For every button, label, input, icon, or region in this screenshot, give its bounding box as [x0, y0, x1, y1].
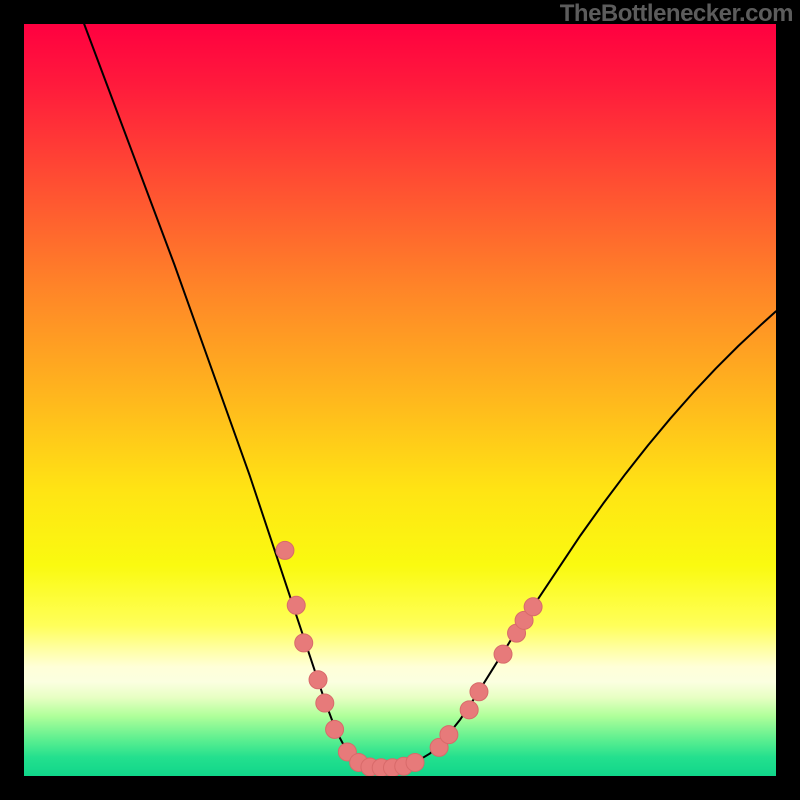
marker-point: [524, 598, 542, 616]
marker-point: [276, 541, 294, 559]
marker-point: [316, 694, 334, 712]
chart-border-bottom: [0, 776, 800, 800]
marker-point: [470, 683, 488, 701]
marker-point: [309, 671, 327, 689]
marker-point: [295, 634, 313, 652]
marker-point: [494, 645, 512, 663]
chart-background: [24, 24, 776, 776]
chart-border-right: [776, 0, 800, 800]
watermark-text: TheBottlenecker.com: [560, 0, 793, 28]
chart-border-left: [0, 0, 24, 800]
marker-point: [440, 726, 458, 744]
marker-point: [326, 720, 344, 738]
marker-point: [460, 701, 478, 719]
marker-point: [406, 753, 424, 771]
bottleneck-chart: [0, 0, 800, 800]
marker-point: [287, 596, 305, 614]
